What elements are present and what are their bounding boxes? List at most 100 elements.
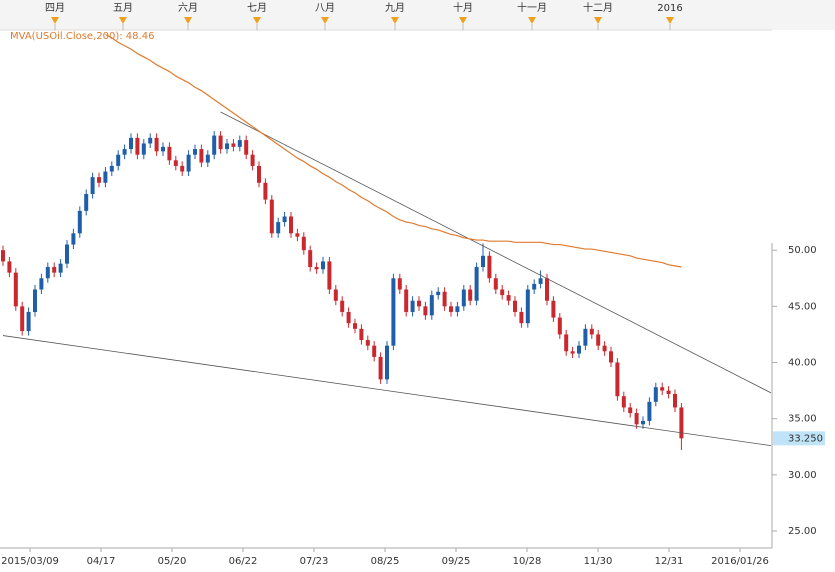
month-marker: [459, 17, 467, 24]
price-badge: [773, 431, 825, 446]
candle-body: [129, 137, 133, 150]
candle-body: [602, 345, 607, 352]
candle-body: [193, 149, 197, 155]
x-tick-label: 10/28: [513, 556, 542, 567]
candle-body: [20, 306, 25, 332]
month-marker: [528, 17, 536, 24]
month-label: 十一月: [517, 1, 547, 14]
time-header: [0, 0, 835, 30]
month-marker: [51, 17, 59, 24]
candle-body: [84, 194, 89, 211]
candle-body: [314, 267, 319, 270]
month-marker: [184, 17, 192, 24]
candle-body: [301, 236, 306, 251]
y-tick-label: 40.00: [788, 358, 817, 369]
candle-body: [167, 146, 172, 161]
candle-body: [532, 283, 537, 290]
candle-body: [545, 278, 549, 301]
x-tick-label: 2015/03/09: [1, 556, 59, 567]
candle-body: [679, 407, 684, 439]
candle-body: [615, 362, 620, 397]
candle-body: [321, 261, 325, 270]
candle-body: [199, 149, 204, 163]
candle-body: [468, 289, 473, 301]
candle-body: [231, 143, 236, 147]
candle-body: [218, 135, 223, 150]
candle-body: [180, 165, 185, 172]
candle-body: [397, 278, 402, 290]
candle-body: [97, 177, 101, 183]
candle-body: [570, 351, 575, 354]
month-marker: [666, 17, 674, 24]
candle-body: [13, 272, 18, 307]
candle-body: [244, 140, 249, 155]
candle-body: [583, 328, 588, 346]
x-tick-label: 08/25: [371, 556, 400, 567]
candle-body: [33, 289, 37, 312]
x-tick-label: 07/23: [300, 556, 329, 567]
candle-body: [225, 143, 229, 150]
candle-body: [628, 407, 633, 414]
candle-body: [487, 255, 492, 279]
candle-body: [359, 328, 364, 341]
candle-body: [116, 154, 121, 166]
candle-body: [609, 351, 613, 363]
x-tick-label: 05/20: [158, 556, 187, 567]
candle-body: [263, 182, 268, 200]
candle-body: [103, 171, 108, 183]
candle-body: [257, 165, 261, 183]
candle-body: [378, 356, 383, 380]
candle-body: [346, 311, 351, 324]
candle-body: [289, 216, 293, 234]
trendline: [2, 335, 772, 447]
candle-body: [589, 328, 594, 335]
trendline: [220, 111, 772, 394]
month-marker: [119, 17, 127, 24]
candle-body: [340, 300, 345, 312]
month-marker: [321, 17, 329, 24]
candle-body: [269, 199, 274, 234]
mva-line: [105, 33, 682, 268]
candle-body: [148, 137, 153, 144]
candle-body: [551, 300, 556, 318]
x-tick-label: 04/17: [87, 556, 116, 567]
candle-body: [141, 143, 146, 155]
candle-body: [109, 165, 114, 172]
candle-body: [1, 250, 5, 262]
x-tick-label: 2016/01/26: [711, 556, 769, 567]
candle-body: [666, 390, 671, 394]
candle-body: [647, 401, 652, 421]
candle-body: [634, 413, 639, 425]
candle-body: [45, 267, 50, 279]
candle-body: [673, 393, 677, 408]
candle-body: [519, 311, 524, 324]
legend: MVA(USOil.Close,200): 48.46: [10, 31, 154, 42]
y-tick-label: 45.00: [788, 301, 817, 312]
candle-body: [250, 154, 255, 166]
month-label: 七月: [247, 2, 267, 14]
candle-body: [596, 334, 601, 346]
month-label: 五月: [113, 2, 133, 14]
month-label: 十二月: [583, 1, 613, 14]
candle-body: [353, 323, 357, 329]
candle-body: [538, 278, 543, 284]
candle-body: [481, 255, 485, 268]
candle-body: [71, 233, 76, 245]
x-tick-label: 06/22: [229, 556, 258, 567]
candle-body: [90, 177, 95, 195]
candle-body: [455, 306, 460, 312]
candle-body: [525, 289, 530, 324]
month-label: 六月: [178, 2, 198, 14]
candle-body: [513, 300, 517, 312]
candle-body: [65, 244, 69, 264]
candle-body: [327, 261, 332, 290]
candle-body: [212, 135, 217, 155]
candle-body: [282, 216, 287, 223]
candle-body: [474, 267, 479, 301]
candle-body: [417, 300, 421, 307]
candle-body: [276, 222, 281, 234]
candle-body: [506, 295, 511, 301]
candle-body: [58, 263, 63, 273]
candle-body: [442, 291, 447, 307]
candle-body: [135, 137, 140, 155]
